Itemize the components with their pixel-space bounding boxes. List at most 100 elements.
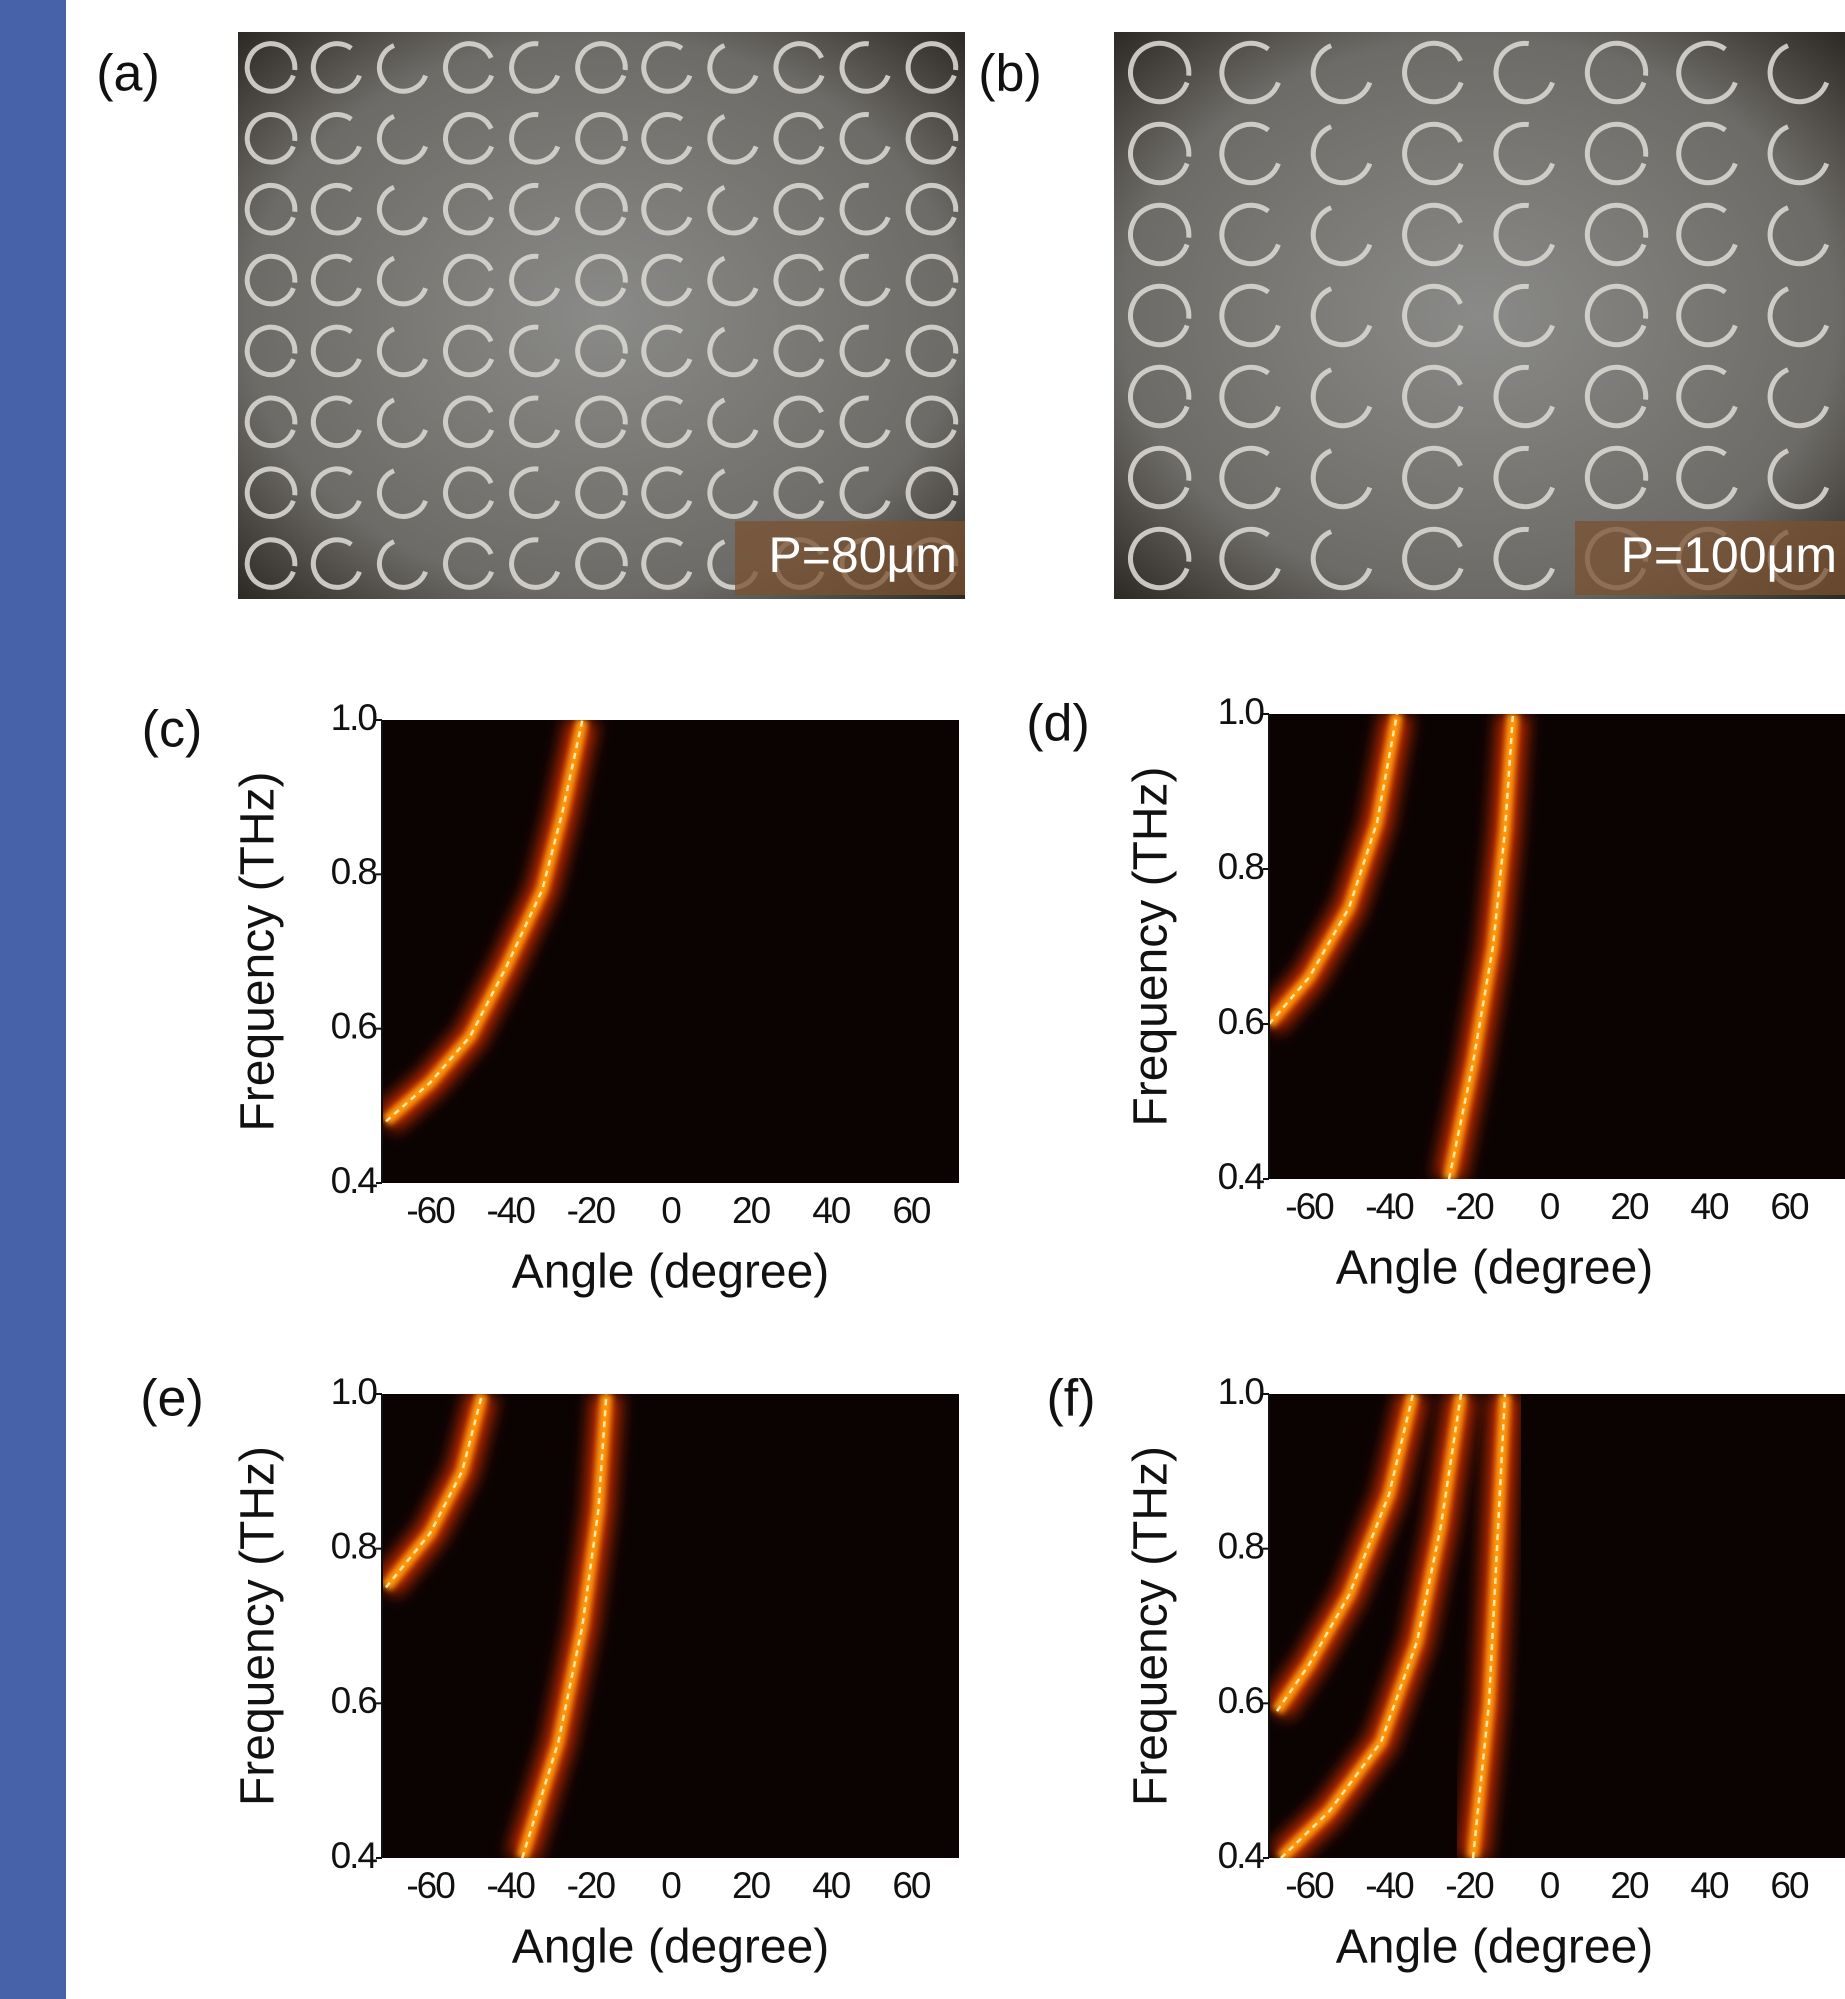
x-tick-label: -20 xyxy=(567,1190,616,1231)
photo-caption: P=100μm xyxy=(1621,527,1837,583)
side-bar xyxy=(0,0,66,1999)
split-ring xyxy=(575,395,628,449)
split-ring xyxy=(443,182,496,236)
split-ring xyxy=(1128,526,1192,591)
split-ring xyxy=(641,537,694,590)
fit-line xyxy=(385,720,584,1123)
x-tick-label: 0 xyxy=(661,1190,681,1231)
split-ring xyxy=(839,466,893,519)
x-tick-label: 60 xyxy=(892,1190,931,1231)
split-ring xyxy=(1493,526,1557,591)
split-ring xyxy=(1219,121,1283,186)
split-ring xyxy=(443,395,496,449)
x-tick-label: 60 xyxy=(1770,1865,1809,1906)
y-axis-title: Frequency (THz) xyxy=(232,771,285,1131)
split-ring xyxy=(376,253,430,307)
y-tick-label: 0.6 xyxy=(331,1005,377,1046)
y-tick-label: 0.8 xyxy=(331,851,377,892)
split-ring xyxy=(376,537,430,590)
split-ring xyxy=(1493,121,1557,186)
x-axis-title: Angle (degree) xyxy=(512,1921,830,1974)
caption-box xyxy=(735,521,965,595)
y-tick-label: 1.0 xyxy=(331,1371,378,1412)
photo-caption: P=80μm xyxy=(768,527,957,583)
split-ring xyxy=(839,112,893,165)
split-ring xyxy=(1219,526,1283,591)
split-ring xyxy=(905,395,959,449)
y-tick-label: 0.8 xyxy=(331,1525,377,1566)
x-tick-label: -40 xyxy=(486,1865,535,1906)
split-ring xyxy=(1310,121,1375,186)
x-tick-label: -20 xyxy=(1445,1186,1494,1227)
split-ring xyxy=(575,537,628,590)
split-ring xyxy=(773,112,827,165)
x-tick-label: -40 xyxy=(1365,1186,1414,1227)
split-ring xyxy=(443,537,496,590)
photo xyxy=(1114,32,1845,599)
y-tick-label: 0.4 xyxy=(331,1835,378,1876)
split-ring xyxy=(310,253,364,307)
split-ring xyxy=(1493,202,1557,267)
y-tick-label: 0.4 xyxy=(1218,1835,1265,1876)
split-ring xyxy=(773,466,827,519)
split-ring xyxy=(707,41,760,94)
split-ring xyxy=(1128,40,1192,105)
split-ring xyxy=(707,182,760,236)
panel-label: (e) xyxy=(140,1370,204,1428)
split-ring xyxy=(1310,283,1375,348)
split-ring xyxy=(641,466,694,519)
x-tick-label: 20 xyxy=(732,1865,771,1906)
split-ring xyxy=(641,395,694,449)
split-ring xyxy=(707,466,760,519)
split-ring xyxy=(773,395,827,449)
split-ring xyxy=(641,41,694,94)
split-ring xyxy=(1310,364,1375,429)
panel-label: (d) xyxy=(1026,695,1090,753)
split-ring xyxy=(1676,283,1740,348)
split-ring xyxy=(509,182,562,236)
plot xyxy=(1269,1394,1520,1858)
plot-area xyxy=(1269,714,1845,1179)
split-ring xyxy=(1310,526,1375,591)
split-ring xyxy=(905,41,959,94)
split-ring xyxy=(1219,202,1283,267)
split-ring xyxy=(575,182,628,236)
split-ring xyxy=(839,324,893,378)
split-ring xyxy=(1219,364,1283,429)
split-ring xyxy=(1219,40,1283,105)
fit-line xyxy=(1269,714,1399,1025)
photo xyxy=(238,32,965,599)
split-ring xyxy=(509,324,562,378)
split-ring xyxy=(509,537,562,590)
split-ring xyxy=(1676,202,1740,267)
fit-line xyxy=(1275,1394,1415,1712)
split-ring xyxy=(376,182,430,236)
split-ring xyxy=(1128,364,1192,429)
panel-label: (b) xyxy=(978,45,1042,103)
fit-line xyxy=(1447,714,1515,1179)
split-ring xyxy=(1402,526,1466,591)
split-ring xyxy=(1219,445,1283,510)
split-ring xyxy=(1128,283,1192,348)
split-ring xyxy=(1402,445,1466,510)
plot-area xyxy=(382,1394,959,1858)
fit-line xyxy=(1471,1394,1507,1858)
x-tick-label: -60 xyxy=(406,1865,455,1906)
split-ring xyxy=(905,112,959,165)
split-ring xyxy=(1767,445,1831,510)
split-ring xyxy=(839,395,893,449)
split-ring xyxy=(244,112,298,165)
split-ring xyxy=(1676,121,1740,186)
split-ring xyxy=(1310,445,1375,510)
y-tick-label: 0.4 xyxy=(331,1160,378,1201)
split-ring xyxy=(310,537,364,590)
split-ring xyxy=(1128,202,1192,267)
split-ring xyxy=(773,324,827,378)
split-ring xyxy=(1767,364,1831,429)
caption-box xyxy=(1575,521,1845,595)
split-ring xyxy=(244,253,298,307)
split-ring xyxy=(707,324,760,378)
x-tick-label: 20 xyxy=(1610,1865,1649,1906)
panel-label: (c) xyxy=(142,701,203,759)
split-ring xyxy=(773,253,827,307)
